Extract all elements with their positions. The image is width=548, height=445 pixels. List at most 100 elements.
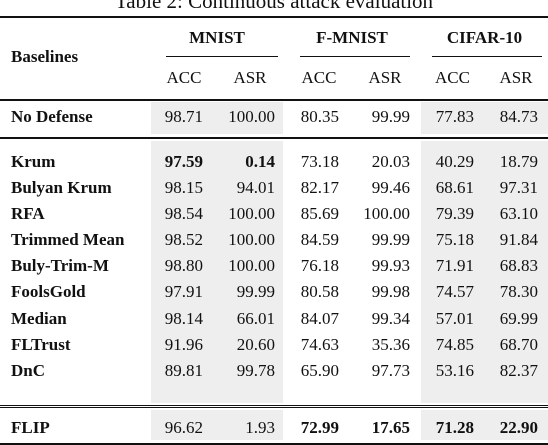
table-cell: 84.73 (499, 107, 538, 126)
mnist-shade-bottom (151, 410, 283, 440)
table-cell: 0.14 (245, 152, 275, 171)
table-cell: 65.90 (300, 361, 339, 380)
table-cell: 68.83 (499, 256, 538, 275)
row-label: Buly-Trim-M (11, 256, 109, 275)
dataset-header-fmnist: F-MNIST (316, 28, 388, 47)
table-cell: 68.70 (499, 335, 538, 354)
header-rule (0, 99, 548, 101)
table-cell: 100.00 (228, 230, 275, 249)
results-table: Baselines MNIST F-MNIST CIFAR-10 ACC ASR… (0, 16, 548, 445)
table-cell: 63.10 (499, 204, 538, 223)
table-cell: 74.57 (435, 282, 474, 301)
row-label: FLIP (11, 418, 50, 437)
table-cell: 98.14 (164, 309, 203, 328)
metric-header-mnist-acc: ACC (166, 68, 202, 87)
cifar-group-rule (432, 56, 542, 57)
flip-rule-b (0, 407, 548, 408)
table-cell: 35.36 (371, 335, 410, 354)
fmnist-group-rule (300, 56, 410, 57)
table-cell: 97.73 (371, 361, 410, 380)
table-cell: 69.99 (499, 309, 538, 328)
row-label: No Defense (11, 107, 93, 126)
table-cell: 78.30 (499, 282, 538, 301)
table-cell: 99.46 (371, 178, 410, 197)
metric-header-cifar-asr: ASR (499, 68, 533, 87)
table-cell: 57.01 (435, 309, 474, 328)
metric-header-mnist-asr: ASR (233, 68, 267, 87)
table-cell: 22.90 (499, 418, 538, 437)
table-cell: 100.00 (228, 256, 275, 275)
table-cell: 84.59 (300, 230, 339, 249)
table-cell: 75.18 (435, 230, 474, 249)
nodefense-rule (0, 137, 548, 138)
table-cell: 94.01 (236, 178, 275, 197)
cifar-shade-bottom (421, 410, 548, 440)
table-caption: Table 2: Continuous attack evaluation (114, 0, 434, 13)
table-cell: 74.85 (435, 335, 474, 354)
table-cell: 73.18 (300, 152, 339, 171)
cifar-shade-top (421, 102, 548, 134)
table-cell: 97.91 (164, 282, 203, 301)
table-cell: 77.83 (435, 107, 474, 126)
flip-rule-a (0, 405, 548, 406)
row-label: Trimmed Mean (11, 230, 125, 249)
cifar-shade-mid (421, 141, 548, 403)
table-cell: 99.99 (371, 107, 410, 126)
table-cell: 84.07 (300, 309, 339, 328)
mnist-shade-top (151, 102, 283, 134)
table-cell: 72.99 (300, 418, 339, 437)
table-cell: 100.00 (363, 204, 410, 223)
table-cell: 68.61 (435, 178, 474, 197)
dataset-header-cifar10: CIFAR-10 (446, 28, 523, 47)
table-cell: 82.17 (300, 178, 339, 197)
table-cell: 100.00 (228, 204, 275, 223)
row-label: FoolsGold (11, 282, 86, 301)
table-cell: 74.63 (300, 335, 339, 354)
table-cell: 100.00 (228, 107, 275, 126)
table-cell: 99.93 (371, 256, 410, 275)
table-cell: 71.28 (435, 418, 474, 437)
table-cell: 98.15 (164, 178, 203, 197)
table-cell: 1.93 (245, 418, 275, 437)
table-cell: 89.81 (164, 361, 203, 380)
baselines-header: Baselines (11, 47, 79, 66)
table-cell: 18.79 (499, 152, 538, 171)
row-label: FLTrust (11, 335, 71, 354)
table-cell: 99.98 (371, 282, 410, 301)
row-label: Bulyan Krum (11, 178, 112, 197)
table-cell: 97.59 (164, 152, 203, 171)
table-cell: 98.54 (164, 204, 203, 223)
table-cell: 99.34 (371, 309, 410, 328)
mnist-group-rule (166, 56, 278, 57)
mnist-shade-mid (151, 141, 283, 403)
table-cell: 99.99 (371, 230, 410, 249)
table-cell: 20.60 (236, 335, 275, 354)
table-cell: 80.35 (300, 107, 339, 126)
table-cell: 17.65 (371, 418, 410, 437)
row-label: Median (11, 309, 67, 328)
table-cell: 79.39 (435, 204, 474, 223)
table-cell: 98.71 (164, 107, 203, 126)
top-rule (0, 16, 548, 18)
table-cell: 99.99 (236, 282, 275, 301)
table-cell: 82.37 (499, 361, 538, 380)
table-cell: 91.84 (499, 230, 538, 249)
table-cell: 66.01 (236, 309, 275, 328)
table-cell: 71.91 (435, 256, 474, 275)
row-label: DnC (11, 361, 46, 380)
dataset-header-mnist: MNIST (189, 28, 245, 47)
table-cell: 98.52 (164, 230, 203, 249)
table-cell: 97.31 (499, 178, 538, 197)
table-cell: 53.16 (435, 361, 474, 380)
table-cell: 40.29 (435, 152, 474, 171)
table-cell: 80.58 (300, 282, 339, 301)
row-label: Krum (11, 152, 56, 171)
row-label: RFA (11, 204, 45, 223)
table-cell: 20.03 (371, 152, 410, 171)
metric-header-cifar-acc: ACC (435, 68, 470, 87)
table-cell: 76.18 (300, 256, 339, 275)
table-cell: 98.80 (164, 256, 203, 275)
table-cell: 99.78 (236, 361, 275, 380)
baselines-rule (0, 138, 548, 139)
table-cell: 96.62 (164, 418, 203, 437)
